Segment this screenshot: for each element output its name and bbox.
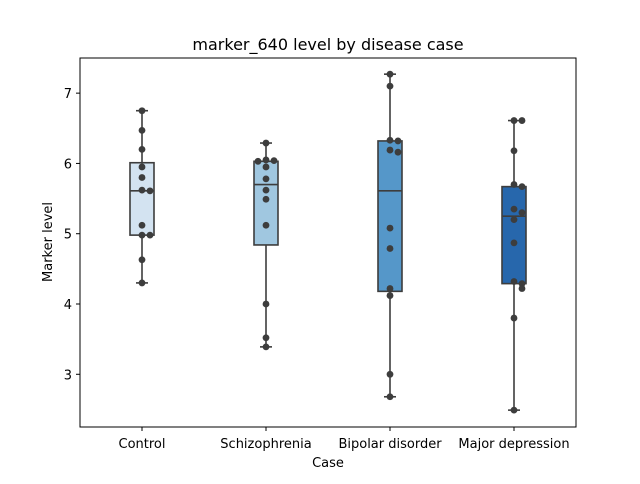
x-tick-label: Schizophrenia: [220, 437, 311, 452]
points-layer: [138, 70, 526, 414]
plot-frame: [79, 57, 577, 428]
data-point: [262, 221, 270, 229]
x-tick-label: Control: [119, 437, 166, 452]
data-point: [394, 137, 402, 145]
data-point: [386, 393, 394, 401]
x-axis-label: Case: [312, 456, 344, 471]
data-point: [518, 285, 526, 292]
box-iqr: [501, 185, 527, 285]
box-iqr: [253, 160, 279, 246]
data-point: [138, 256, 146, 264]
y-axis-label: Marker level: [41, 202, 56, 282]
y-tick-label: 5: [64, 228, 72, 243]
box-group: [253, 142, 279, 348]
y-tick-label: 6: [64, 157, 72, 172]
data-point: [518, 209, 526, 217]
data-point: [510, 181, 518, 188]
data-point: [386, 245, 394, 252]
data-point: [262, 186, 270, 194]
data-point: [254, 157, 262, 165]
data-point: [386, 136, 394, 144]
data-point: [262, 175, 270, 183]
x-axis: Control Schizophrenia Bipolar disorder Majo…: [119, 427, 570, 452]
data-point: [386, 292, 394, 299]
data-point: [262, 139, 270, 147]
y-axis: 3 4 5 6 7: [64, 87, 80, 383]
x-tick-label: Bipolar disorder: [338, 437, 442, 452]
data-point: [386, 285, 394, 292]
data-point: [510, 406, 518, 414]
data-point: [146, 231, 154, 239]
data-point: [262, 156, 270, 164]
data-point: [386, 224, 394, 232]
data-point: [518, 280, 526, 288]
y-tick-label: 3: [64, 368, 72, 383]
data-point: [386, 82, 394, 90]
data-point: [138, 221, 146, 229]
data-point: [510, 314, 518, 322]
data-point: [510, 278, 518, 285]
data-point: [262, 300, 270, 308]
data-point: [386, 70, 394, 78]
data-point: [138, 174, 146, 181]
data-point: [386, 146, 394, 154]
data-point: [262, 334, 270, 342]
data-point: [138, 231, 146, 239]
data-point: [262, 343, 270, 351]
data-point: [262, 163, 270, 171]
data-point: [518, 183, 526, 191]
box-group: [377, 73, 403, 398]
data-point: [510, 147, 518, 155]
y-tick-label: 7: [64, 87, 72, 102]
data-point: [262, 195, 270, 203]
data-point: [386, 370, 394, 378]
data-point: [394, 148, 402, 156]
x-tick-label: Major depression: [458, 437, 569, 452]
data-point: [138, 163, 146, 171]
box-group: [501, 119, 527, 411]
data-point: [510, 205, 518, 213]
data-point: [510, 117, 518, 124]
data-point: [510, 216, 518, 224]
data-point: [138, 145, 146, 153]
y-tick-label: 4: [64, 298, 72, 313]
data-point: [138, 126, 146, 134]
data-point: [146, 187, 154, 195]
box-iqr: [377, 140, 403, 293]
chart-title: marker_640 level by disease case: [192, 35, 463, 55]
data-point: [518, 117, 526, 124]
data-point: [138, 279, 146, 287]
data-point: [138, 186, 146, 194]
data-point: [270, 157, 278, 165]
data-point: [138, 107, 146, 115]
data-point: [510, 239, 518, 247]
